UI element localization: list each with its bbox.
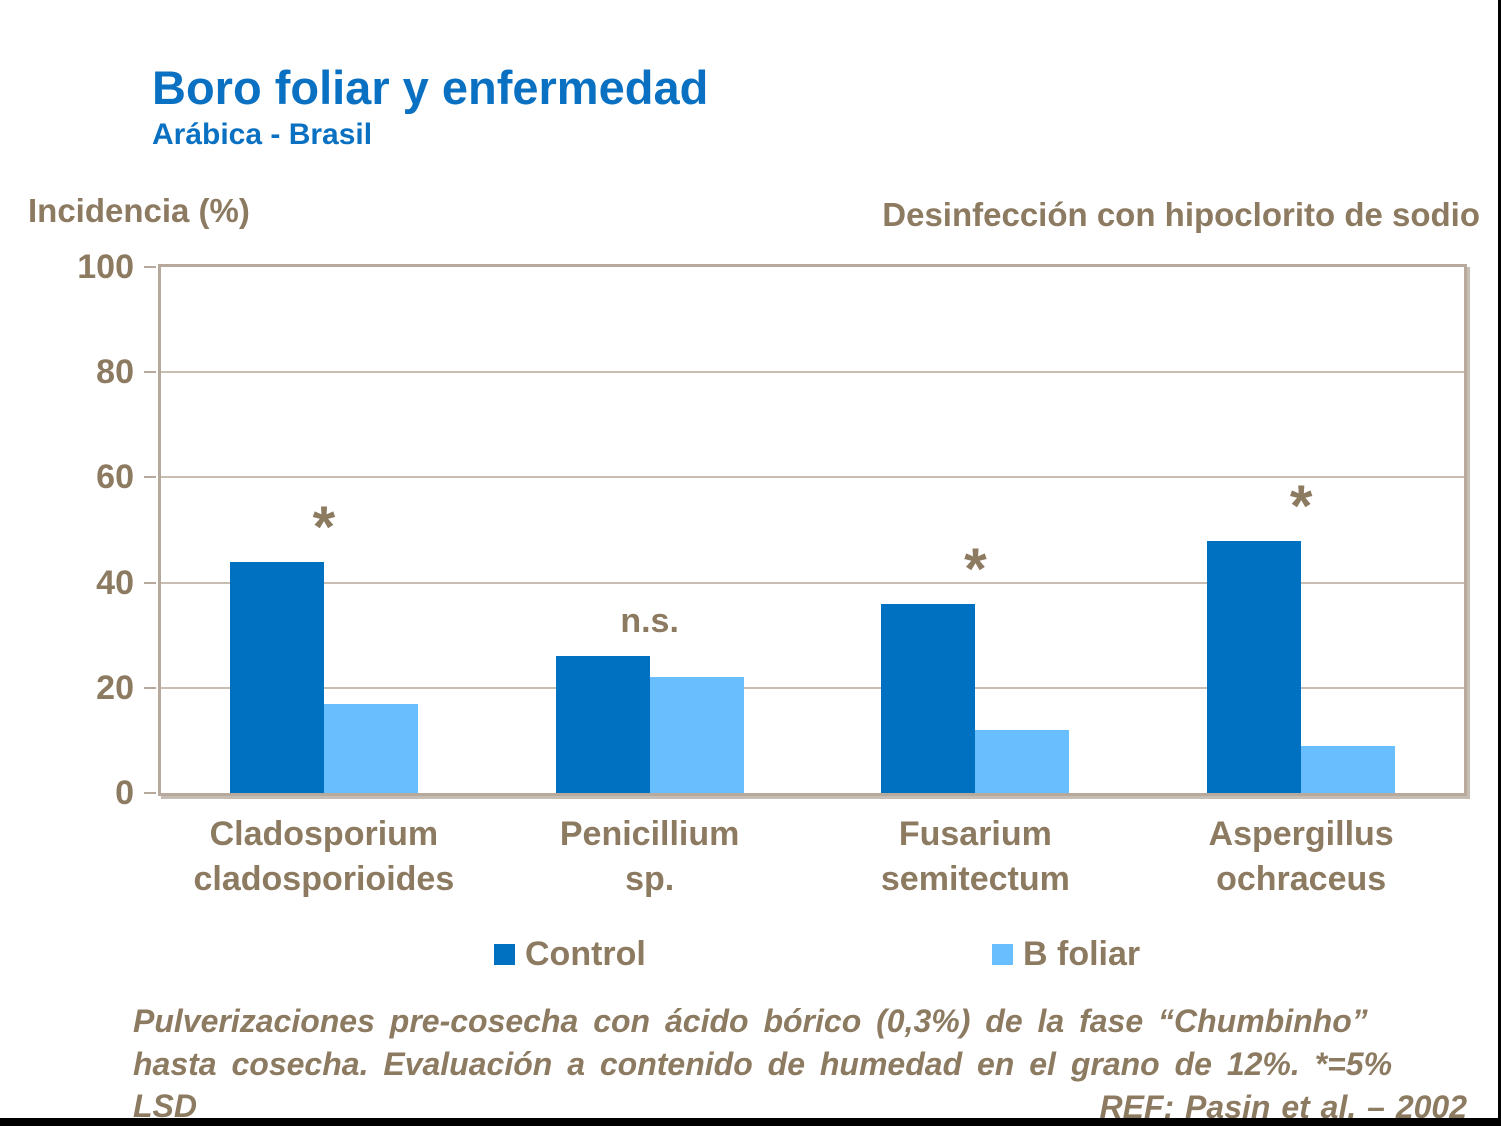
y-tick-label-0: 0: [115, 774, 134, 812]
category-label-1: Cladosporium cladosporioides: [154, 812, 494, 902]
legend-label-control: Control: [525, 934, 646, 973]
y-tick-mark-0: [144, 792, 156, 794]
bar-bfoliar-1: [323, 703, 418, 793]
category-label-line: Cladosporium: [209, 815, 439, 853]
y-tick-label-20: 20: [96, 668, 134, 707]
legend-swatch-bfoliar-icon: [992, 943, 1013, 965]
gridline-20: [161, 686, 1464, 689]
significance-annotation-4: *: [1289, 473, 1313, 539]
significance-annotation-1: *: [312, 494, 336, 560]
category-label-line: semitectum: [880, 860, 1070, 898]
bar-control-1: [229, 561, 324, 793]
y-tick-label-100: 100: [77, 248, 134, 286]
gridline-60: [161, 476, 1464, 479]
category-label-line: Fusarium: [898, 815, 1052, 853]
bar-bfoliar-4: [1301, 745, 1396, 793]
bar-control-4: [1207, 540, 1302, 793]
category-label-line: Penicillium: [559, 815, 740, 853]
page-subtitle: Arábica - Brasil: [152, 118, 373, 151]
footnote-reference: REF: Pasin et al. – 2002: [1099, 1089, 1468, 1125]
y-tick-mark-60: [144, 476, 156, 479]
bar-bfoliar-3: [975, 729, 1070, 793]
treatment-header: Desinfección con hipoclorito de sodio: [882, 196, 1480, 233]
legend-label-bfoliar: B foliar: [1023, 934, 1141, 973]
bar-bfoliar-2: [649, 677, 744, 793]
category-label-line: Aspergillus: [1208, 815, 1394, 853]
footnote-line-1: Pulverizaciones pre-cosecha con ácido bó…: [133, 1003, 1368, 1039]
footnote-line-2: hasta cosecha. Evaluación a contenido de…: [133, 1046, 1393, 1124]
bar-control-3: [881, 603, 976, 793]
significance-annotation-2: n.s.: [620, 601, 679, 640]
significance-annotation-3: *: [964, 536, 987, 602]
y-tick-mark-40: [144, 581, 156, 584]
legend-swatch-control-icon: [494, 943, 515, 965]
y-tick-label-40: 40: [96, 563, 134, 602]
gridline-40: [161, 581, 1464, 584]
legend-item-control: Control: [494, 934, 646, 973]
plot-area: * n.s. * *: [158, 264, 1467, 796]
y-tick-label-80: 80: [96, 353, 134, 392]
category-label-line: cladosporioides: [193, 860, 455, 898]
bar-control-2: [555, 656, 650, 793]
category-label-line: sp.: [625, 860, 675, 898]
gridline-80: [161, 371, 1464, 374]
y-axis-title: Incidencia (%): [28, 192, 250, 229]
legend-item-bfoliar: B foliar: [992, 934, 1141, 973]
y-tick-mark-80: [144, 371, 156, 374]
category-label-4: Aspergillus ochraceus: [1131, 812, 1471, 902]
category-label-2: Penicillium sp.: [480, 812, 820, 902]
y-tick-label-60: 60: [96, 458, 134, 497]
category-label-3: Fusarium semitectum: [805, 812, 1145, 902]
y-tick-mark-100: [144, 266, 156, 268]
category-label-line: ochraceus: [1216, 860, 1387, 898]
y-tick-mark-20: [144, 686, 156, 689]
page-title: Boro foliar y enfermedad: [152, 61, 709, 114]
